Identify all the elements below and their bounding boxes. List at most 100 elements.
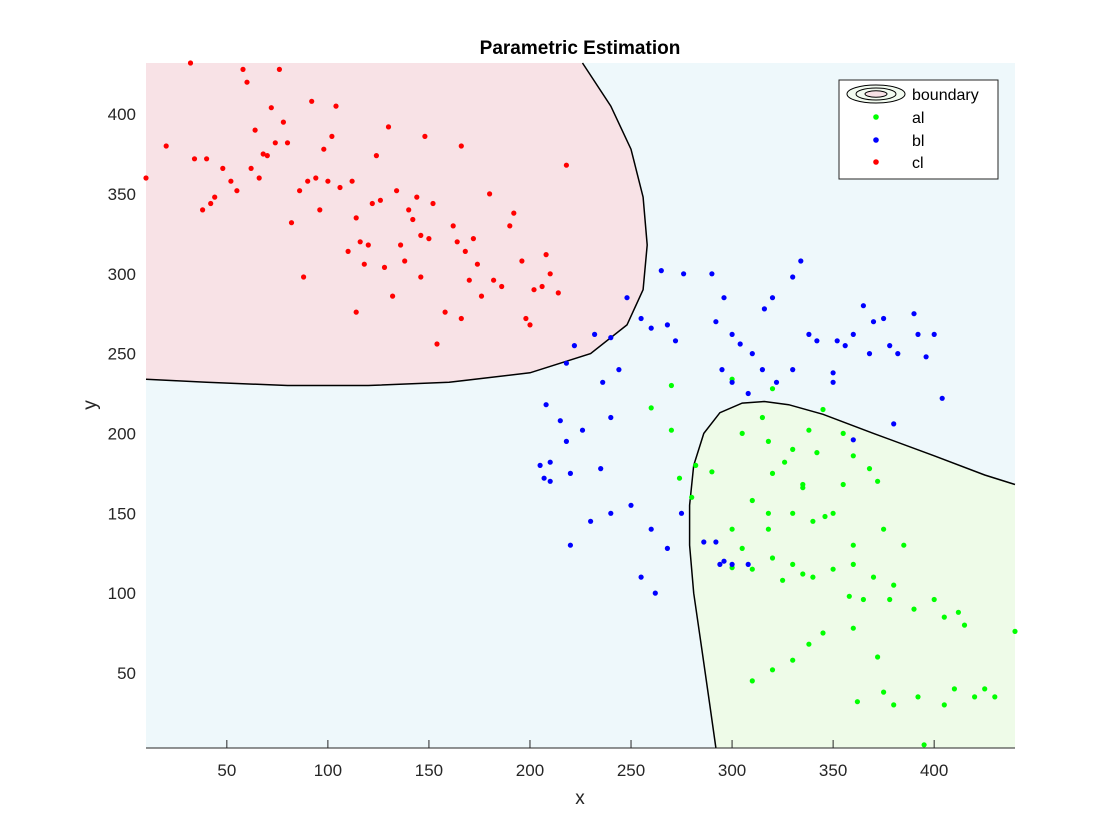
- point-cl: [410, 216, 416, 223]
- point-bl: [842, 343, 848, 349]
- point-bl: [745, 390, 751, 397]
- point-bl: [638, 574, 644, 580]
- point-al: [961, 622, 968, 628]
- point-cl: [507, 223, 513, 229]
- point-cl: [458, 143, 464, 149]
- point-bl: [701, 539, 707, 545]
- x-tick-label: 400: [920, 761, 948, 780]
- x-tick-label: 100: [314, 761, 342, 780]
- point-al: [790, 561, 796, 568]
- point-cl: [305, 178, 311, 184]
- legend-entry-bl: bl: [873, 133, 924, 150]
- point-cl: [466, 277, 472, 283]
- point-bl: [598, 466, 604, 472]
- point-al: [689, 494, 695, 500]
- data-points: [143, 60, 1018, 748]
- point-al: [1012, 628, 1018, 635]
- legend-marker-cl: [873, 159, 879, 165]
- legend-label-cl: cl: [912, 155, 924, 172]
- point-cl: [252, 127, 258, 133]
- point-al: [860, 596, 867, 603]
- point-al: [850, 561, 856, 568]
- point-cl: [398, 242, 404, 248]
- point-al: [765, 526, 772, 532]
- point-al: [870, 574, 877, 580]
- y-tick-label: 250: [108, 345, 136, 364]
- point-al: [891, 702, 897, 708]
- point-cl: [357, 239, 363, 245]
- x-tick-label: 300: [718, 761, 746, 780]
- point-bl: [658, 268, 664, 274]
- point-cl: [377, 197, 383, 203]
- point-cl: [414, 194, 420, 200]
- x-axis-label: x: [575, 788, 585, 809]
- point-cl: [547, 271, 553, 277]
- point-al: [814, 450, 820, 456]
- point-cl: [442, 309, 448, 315]
- point-bl: [563, 360, 570, 366]
- point-cl: [272, 140, 278, 146]
- point-bl: [866, 351, 873, 357]
- y-tick-label: 350: [108, 185, 136, 204]
- point-bl: [806, 331, 812, 337]
- point-bl: [547, 478, 553, 484]
- point-al: [850, 542, 856, 548]
- point-al: [790, 657, 796, 663]
- point-cl: [240, 66, 246, 72]
- point-cl: [402, 258, 408, 264]
- point-bl: [719, 367, 725, 373]
- point-al: [782, 459, 788, 465]
- point-cl: [361, 261, 367, 267]
- legend-marker-al: [873, 114, 879, 120]
- point-al: [972, 694, 978, 700]
- point-al: [676, 475, 683, 481]
- point-bl: [895, 351, 901, 357]
- point-al: [840, 481, 846, 488]
- point-bl: [588, 518, 594, 524]
- point-cl: [208, 200, 214, 207]
- point-al: [881, 689, 887, 695]
- point-bl: [592, 331, 598, 337]
- legend: boundary al bl cl: [838, 79, 999, 180]
- point-al: [739, 545, 745, 552]
- point-bl: [579, 427, 586, 433]
- point-al: [800, 571, 806, 577]
- point-bl: [600, 379, 606, 385]
- point-bl: [830, 370, 836, 376]
- point-bl: [749, 351, 755, 357]
- point-bl: [713, 539, 719, 545]
- point-bl: [608, 335, 614, 341]
- y-axis-ticks: 50 100 150 200 250 300 350 400: [108, 105, 136, 683]
- x-tick-label: 150: [415, 761, 443, 780]
- point-bl: [567, 542, 574, 548]
- point-al: [810, 574, 816, 580]
- point-al: [749, 678, 755, 684]
- point-bl: [931, 331, 937, 337]
- point-bl: [737, 341, 743, 347]
- point-bl: [729, 331, 735, 337]
- point-bl: [769, 295, 776, 301]
- point-al: [866, 466, 873, 472]
- point-cl: [309, 98, 315, 104]
- y-tick-label: 150: [108, 504, 136, 523]
- point-al: [850, 453, 856, 459]
- point-cl: [333, 103, 339, 109]
- point-cl: [268, 105, 274, 111]
- point-bl: [891, 421, 897, 427]
- point-cl: [543, 252, 549, 258]
- point-cl: [487, 191, 493, 197]
- point-al: [769, 470, 776, 476]
- point-al: [729, 526, 735, 532]
- point-al: [915, 694, 921, 700]
- point-cl: [381, 264, 388, 270]
- y-tick-label: 100: [108, 584, 136, 603]
- x-tick-label: 50: [217, 761, 236, 780]
- point-bl: [664, 545, 671, 552]
- point-bl: [537, 462, 543, 468]
- point-cl: [200, 207, 206, 213]
- point-al: [901, 542, 907, 548]
- point-al: [769, 555, 776, 561]
- point-bl: [571, 343, 578, 349]
- y-tick-label: 50: [117, 664, 136, 683]
